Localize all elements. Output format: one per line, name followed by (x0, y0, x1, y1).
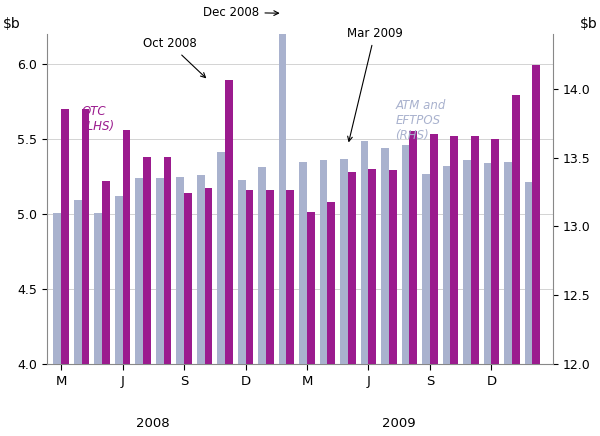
Bar (82, 109, 89, 436)
Bar (307, 212, 315, 436)
Bar (176, 177, 184, 436)
Bar (258, 167, 266, 436)
Bar (156, 178, 164, 436)
Bar (94, 212, 102, 436)
Bar (164, 157, 172, 436)
Text: Mar 2009: Mar 2009 (347, 27, 403, 141)
Bar (451, 136, 458, 436)
Bar (122, 130, 130, 436)
Text: 2008: 2008 (136, 416, 170, 429)
Bar (491, 139, 499, 436)
Bar (320, 160, 328, 436)
Bar (238, 180, 245, 436)
Bar (422, 174, 430, 436)
Bar (266, 190, 274, 436)
Bar (471, 136, 479, 436)
Text: ATM and
EFTPOS
(RHS): ATM and EFTPOS (RHS) (395, 99, 446, 142)
Bar (205, 188, 212, 436)
Bar (409, 131, 417, 436)
Bar (361, 141, 368, 436)
Bar (299, 162, 307, 436)
Bar (430, 134, 437, 436)
Bar (286, 190, 294, 436)
Bar (217, 152, 225, 436)
Text: Dec 2008: Dec 2008 (203, 6, 278, 19)
Bar (278, 13, 286, 436)
Bar (368, 169, 376, 436)
Bar (102, 181, 110, 436)
Bar (225, 80, 233, 436)
Bar (135, 178, 143, 436)
Bar (245, 190, 253, 436)
Bar (484, 163, 491, 436)
Bar (389, 170, 397, 436)
Text: 2009: 2009 (382, 416, 416, 429)
Bar (53, 212, 61, 436)
Text: Oct 2008: Oct 2008 (143, 37, 206, 78)
Bar (381, 148, 389, 436)
Bar (463, 160, 471, 436)
Bar (197, 175, 205, 436)
Text: OTC
(LHS): OTC (LHS) (82, 106, 114, 133)
Bar (143, 157, 151, 436)
Bar (348, 172, 356, 436)
Bar (115, 196, 122, 436)
Bar (524, 182, 532, 436)
Bar (74, 200, 82, 436)
Text: $b: $b (580, 17, 598, 31)
Bar (184, 193, 192, 436)
Bar (443, 166, 451, 436)
Bar (401, 145, 409, 436)
Bar (61, 109, 69, 436)
Bar (532, 65, 540, 436)
Bar (340, 159, 348, 436)
Bar (504, 162, 512, 436)
Bar (328, 202, 335, 436)
Bar (512, 95, 520, 436)
Text: $b: $b (2, 17, 20, 31)
